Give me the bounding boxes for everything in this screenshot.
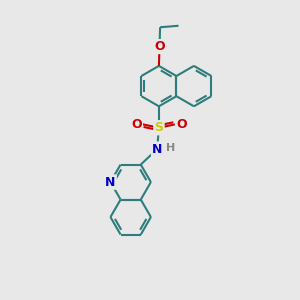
Text: O: O (131, 118, 142, 130)
Text: H: H (167, 142, 176, 153)
Text: N: N (152, 142, 162, 156)
Text: O: O (154, 40, 165, 53)
Text: N: N (105, 176, 116, 189)
Text: O: O (176, 118, 187, 130)
Text: S: S (154, 121, 164, 134)
Text: O: O (154, 40, 165, 53)
Text: N: N (152, 142, 162, 156)
Text: O: O (176, 118, 187, 130)
Text: H: H (167, 142, 176, 153)
Text: S: S (154, 121, 164, 134)
Text: O: O (131, 118, 142, 130)
Text: N: N (105, 176, 116, 189)
